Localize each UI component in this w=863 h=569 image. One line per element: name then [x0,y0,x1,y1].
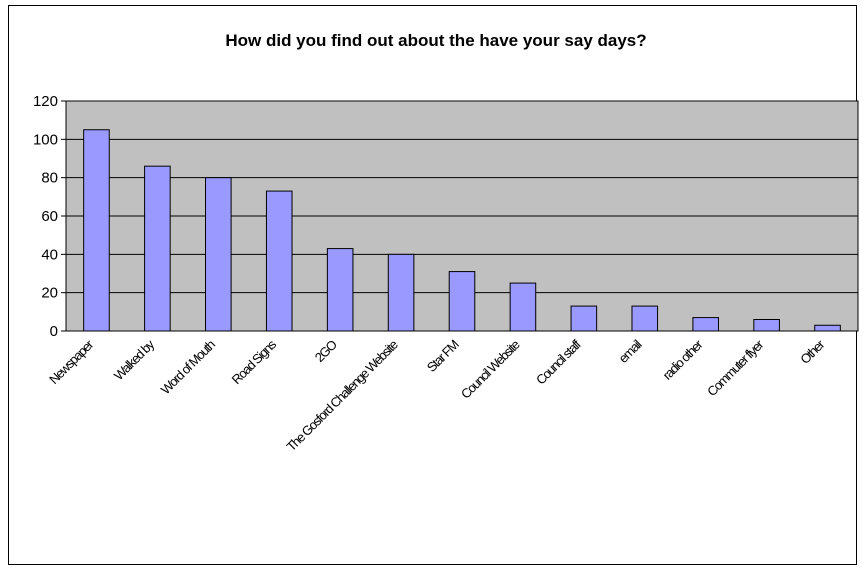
x-tick-label: Council staff [533,336,584,387]
x-tick-label: Star FM [424,337,462,375]
y-tick-label: 0 [50,323,58,340]
bar [570,305,598,332]
chart-title: How did you find out about the have your… [225,31,646,50]
x-tick-label: 2GO [312,337,340,365]
bar [326,248,354,332]
y-tick-label: 120 [33,93,58,110]
x-tick-label: Council Website [458,337,523,402]
bar [631,305,659,332]
y-tick-label: 100 [33,131,58,148]
x-tick-label: Commuter flyer [704,336,767,399]
bar [753,319,780,332]
x-tick-label: radio other [660,336,707,383]
bar [509,282,537,332]
y-tick-label: 60 [41,208,58,225]
x-tick-label: Other [797,336,828,367]
bar [205,177,232,332]
bar [83,129,110,332]
bar [265,190,293,332]
y-tick-label: 80 [41,170,58,187]
bar [448,271,476,332]
x-tick-label: Walked by [111,336,158,383]
x-tick-label: Word of Mouth [158,337,218,397]
x-tick-label: The Gosford Challenge Website [284,337,401,454]
x-tick-label: email [616,337,645,366]
bar [144,165,171,332]
bars [83,129,841,332]
x-tick-label: Road Signs [229,336,280,387]
y-tick-label: 20 [41,285,58,302]
bar [387,253,415,332]
y-tick-label: 40 [41,246,58,263]
x-tick-label: Newspaper [46,336,97,387]
bar [692,317,719,332]
bar [814,324,841,332]
